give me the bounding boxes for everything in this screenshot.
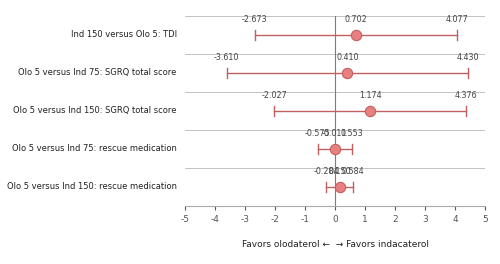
Point	[344, 71, 351, 75]
Point	[366, 109, 374, 113]
Text: -0.575: -0.575	[305, 129, 330, 138]
Text: 0.553: 0.553	[340, 129, 363, 138]
Text: 0.702: 0.702	[344, 15, 368, 24]
Text: 1.174: 1.174	[359, 91, 382, 100]
Point	[336, 185, 344, 189]
Text: 4.077: 4.077	[446, 15, 468, 24]
Point	[352, 33, 360, 37]
Text: -2.027: -2.027	[262, 91, 287, 100]
Text: -0.284: -0.284	[314, 167, 339, 176]
Text: Ind 150 versus Olo 5: TDI: Ind 150 versus Olo 5: TDI	[70, 30, 176, 39]
Text: Olo 5 versus Ind 150: rescue medication: Olo 5 versus Ind 150: rescue medication	[6, 182, 176, 191]
Text: 4.376: 4.376	[455, 91, 477, 100]
Text: Olo 5 versus Ind 75: SGRQ total score: Olo 5 versus Ind 75: SGRQ total score	[18, 68, 176, 77]
Point	[330, 147, 338, 151]
Text: 4.430: 4.430	[456, 53, 479, 62]
Text: Favors olodaterol ←  → Favors indacaterol: Favors olodaterol ← → Favors indacaterol	[242, 240, 428, 249]
Text: -2.673: -2.673	[242, 15, 268, 24]
Text: Olo 5 versus Ind 150: SGRQ total score: Olo 5 versus Ind 150: SGRQ total score	[13, 106, 176, 115]
Text: 0.150: 0.150	[328, 167, 351, 176]
Text: -0.011: -0.011	[322, 129, 347, 138]
Text: -3.610: -3.610	[214, 53, 240, 62]
Text: 0.410: 0.410	[336, 53, 358, 62]
Text: Olo 5 versus Ind 75: rescue medication: Olo 5 versus Ind 75: rescue medication	[12, 144, 176, 153]
Text: 0.584: 0.584	[341, 167, 364, 176]
